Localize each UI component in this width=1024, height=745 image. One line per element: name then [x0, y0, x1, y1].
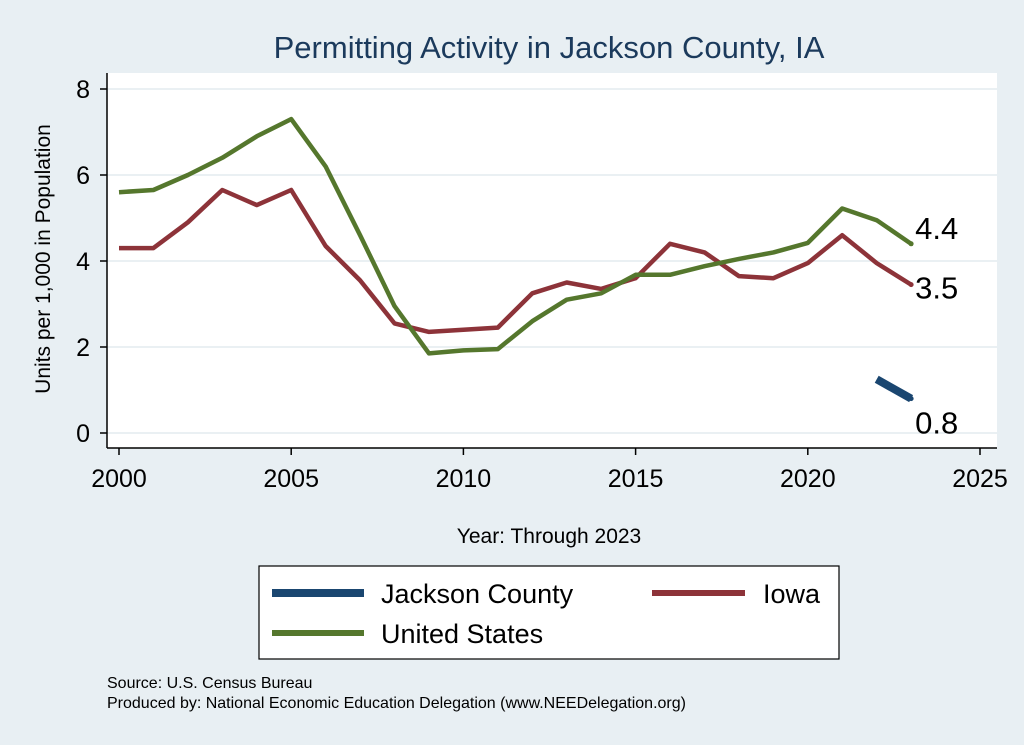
- jackson-county-end-label: 0.8: [915, 406, 958, 441]
- source-note: Source: U.S. Census Bureau: [107, 675, 312, 692]
- end-labels: 0.8 3.5 4.4: [915, 211, 958, 441]
- iowa-end-label: 3.5: [915, 271, 958, 306]
- x-tick-label: 2010: [436, 465, 492, 493]
- united-states-line: [118, 116, 913, 356]
- x-tick-label: 2005: [263, 465, 319, 493]
- series-end-point: [908, 282, 914, 288]
- series-lines: [118, 116, 914, 403]
- x-tick-label: 2000: [91, 465, 147, 493]
- chart-title: Permitting Activity in Jackson County, I…: [274, 30, 825, 65]
- y-tick-label: 2: [76, 334, 90, 362]
- y-axis-title: Units per 1,000 in Population: [32, 124, 55, 394]
- x-tick-label: 2015: [608, 465, 664, 493]
- series-end-point: [908, 241, 914, 247]
- legend: Jackson County Iowa United States: [258, 565, 840, 660]
- legend-label-iowa: Iowa: [763, 579, 821, 609]
- series-end-point: [908, 396, 914, 402]
- iowa-line: [119, 187, 913, 335]
- legend-label-jackson-county: Jackson County: [381, 579, 574, 609]
- gridlines: [107, 88, 997, 434]
- legend-box: [258, 565, 840, 660]
- y-tick-label: 8: [76, 76, 90, 104]
- jackson-county-line: [874, 375, 914, 403]
- y-tick-label: 0: [76, 420, 90, 448]
- y-tick-label: 6: [76, 162, 90, 190]
- axis-ticks: 0 2 4 6 8 2000 2005 2010 2015 2020 2025: [76, 76, 1008, 493]
- legend-label-united-states: United States: [381, 619, 543, 649]
- y-tick-label: 4: [76, 248, 90, 276]
- x-tick-label: 2020: [780, 465, 836, 493]
- x-tick-label: 2025: [952, 465, 1008, 493]
- united-states-end-label: 4.4: [915, 211, 958, 246]
- producer-note: Produced by: National Economic Education…: [107, 695, 686, 712]
- x-axis-title: Year: Through 2023: [457, 525, 642, 548]
